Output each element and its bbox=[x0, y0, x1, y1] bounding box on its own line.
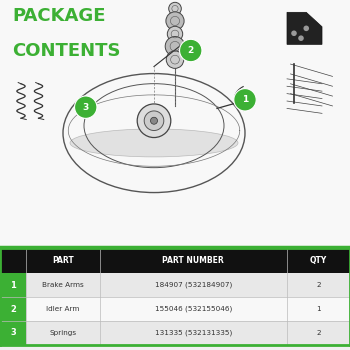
Bar bbox=[0, 248, 350, 273]
Text: 2: 2 bbox=[316, 282, 321, 288]
Text: 2: 2 bbox=[188, 46, 194, 55]
Ellipse shape bbox=[70, 129, 238, 157]
Circle shape bbox=[234, 89, 256, 111]
Circle shape bbox=[166, 51, 184, 68]
Text: PART NUMBER: PART NUMBER bbox=[162, 256, 224, 265]
Bar bbox=[0, 297, 350, 321]
Text: 3: 3 bbox=[83, 103, 89, 112]
Text: Idler Arm: Idler Arm bbox=[46, 306, 80, 312]
Bar bbox=[0, 0, 350, 246]
Text: Brake Arms: Brake Arms bbox=[42, 282, 84, 288]
Circle shape bbox=[137, 104, 171, 138]
Text: 1: 1 bbox=[242, 95, 248, 104]
Text: 184907 (532184907): 184907 (532184907) bbox=[155, 282, 232, 288]
Text: 3: 3 bbox=[10, 328, 16, 337]
Circle shape bbox=[144, 111, 164, 131]
Text: 2: 2 bbox=[10, 304, 16, 314]
Bar bbox=[0, 321, 350, 345]
Text: Springs: Springs bbox=[49, 330, 77, 336]
Text: QTY: QTY bbox=[310, 256, 327, 265]
Circle shape bbox=[180, 39, 202, 62]
Bar bbox=[0, 273, 26, 297]
Circle shape bbox=[75, 96, 97, 118]
Text: PART: PART bbox=[52, 256, 74, 265]
Bar bbox=[0, 273, 350, 297]
Text: 131335 (532131335): 131335 (532131335) bbox=[155, 330, 232, 336]
Circle shape bbox=[303, 26, 309, 31]
Text: 1: 1 bbox=[10, 281, 16, 290]
Text: 2: 2 bbox=[316, 330, 321, 336]
Text: CONTENTS: CONTENTS bbox=[12, 42, 121, 60]
Text: 1: 1 bbox=[316, 306, 321, 312]
Circle shape bbox=[165, 36, 185, 56]
Circle shape bbox=[150, 117, 158, 124]
Circle shape bbox=[166, 12, 184, 30]
Circle shape bbox=[167, 26, 183, 42]
Text: 155046 (532155046): 155046 (532155046) bbox=[155, 306, 232, 312]
Bar bbox=[0, 297, 26, 321]
Circle shape bbox=[169, 2, 181, 15]
Polygon shape bbox=[287, 12, 322, 44]
Circle shape bbox=[298, 35, 304, 41]
Bar bbox=[0, 321, 26, 345]
Text: PACKAGE: PACKAGE bbox=[12, 7, 106, 26]
Circle shape bbox=[291, 30, 297, 36]
